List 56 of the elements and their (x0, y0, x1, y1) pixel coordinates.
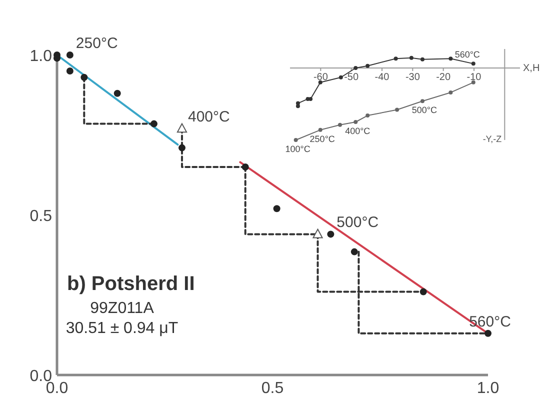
x-axis-title: X,H (523, 63, 540, 74)
point (114, 90, 121, 97)
annotation: 500°C (412, 105, 438, 116)
point (178, 144, 186, 152)
x-tick-label: -10 (466, 72, 482, 83)
x-tick-label: -50 (344, 72, 359, 83)
annotation: 30.51 ± 0.94 μT (66, 320, 178, 337)
point (448, 90, 453, 94)
point (420, 99, 424, 104)
point (471, 62, 476, 66)
x-tick-label: 1.0 (476, 380, 500, 397)
annotation: 500°C (336, 214, 379, 232)
annotation: 250°C (310, 134, 336, 144)
point (308, 96, 313, 101)
text: b) Potsherd II (67, 273, 195, 295)
point (354, 66, 358, 70)
annotation: 100°C (285, 144, 311, 154)
point (294, 138, 298, 142)
x-tick-label: 0.5 (261, 380, 284, 397)
point (327, 230, 334, 238)
point (150, 120, 158, 128)
point (484, 330, 492, 337)
point (242, 164, 249, 170)
y-tick-label: 0.5 (30, 208, 52, 225)
point (338, 75, 343, 80)
annotation: 99Z011A (90, 300, 154, 317)
point (394, 56, 398, 61)
point (354, 120, 358, 124)
x-tick-label: -60 (313, 72, 328, 83)
annotation: 560°C (469, 313, 512, 330)
point (176, 123, 188, 133)
annotation: 560°C (454, 50, 480, 60)
point (273, 205, 280, 212)
point (395, 108, 400, 112)
point (66, 52, 74, 58)
point (350, 248, 358, 256)
annotation: 400°C (188, 108, 230, 126)
point (420, 57, 424, 62)
point (80, 74, 88, 81)
point (420, 288, 427, 296)
y-tick-label: 1.0 (30, 48, 52, 65)
point (366, 114, 370, 118)
x-tick-label: -20 (436, 72, 451, 83)
annotation: 400°C (345, 126, 371, 136)
y-axis-title: -Y,-Z (482, 134, 502, 144)
point (318, 128, 322, 132)
point (66, 68, 74, 74)
point (312, 228, 323, 238)
point (366, 64, 370, 68)
point (296, 101, 300, 106)
x-tick-label: -40 (374, 72, 390, 83)
point (338, 122, 342, 127)
point (448, 56, 453, 61)
x-tick-label: -30 (405, 72, 420, 83)
point (409, 56, 414, 60)
annotation: 250°C (76, 35, 118, 52)
